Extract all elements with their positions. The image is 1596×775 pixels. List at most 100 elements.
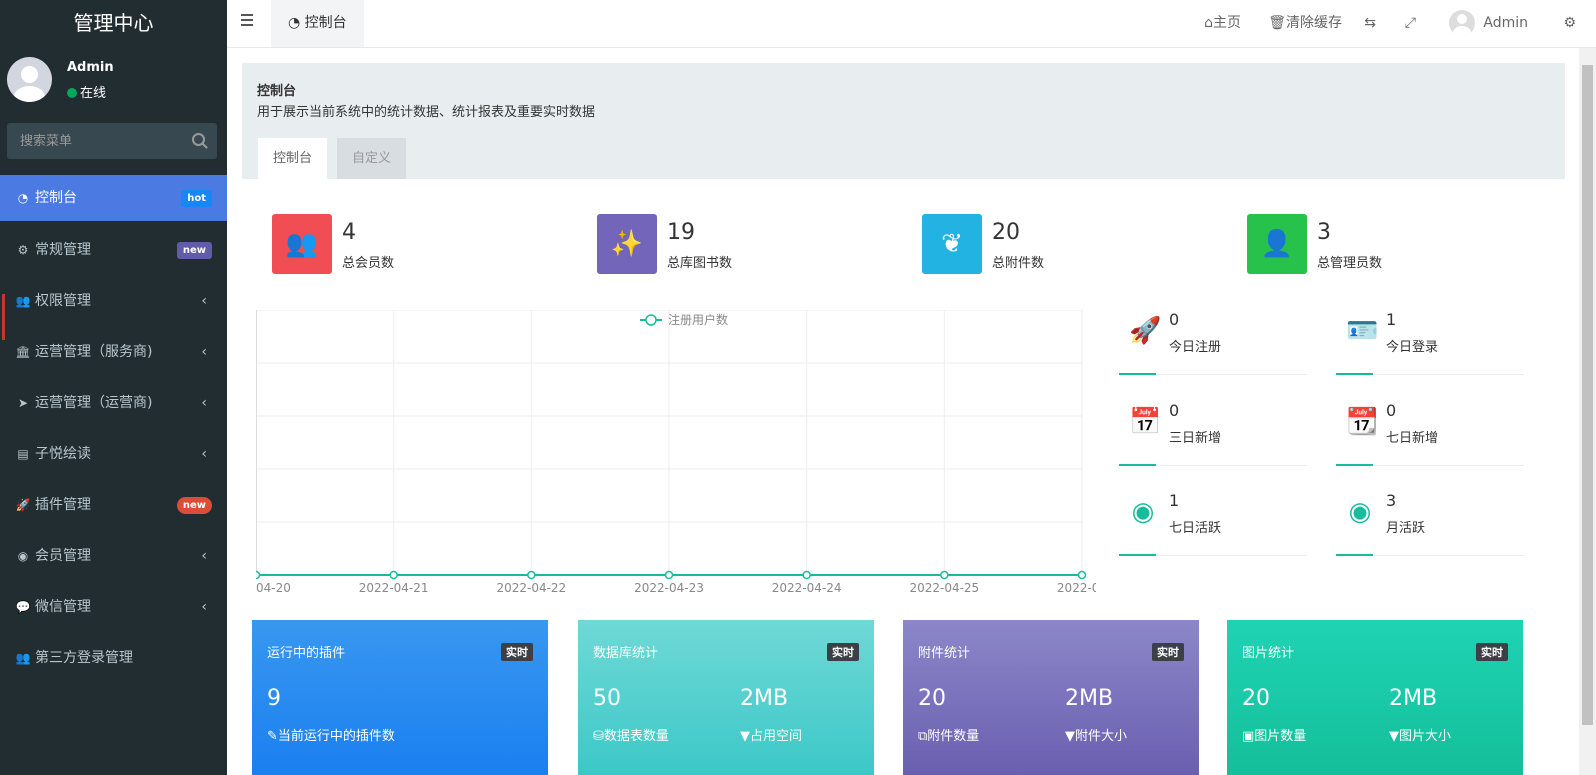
data-point — [940, 570, 949, 580]
sidebar: 管理中心 Admin 在线 ◔ 控制台 hot ⚙ 常规管理 new 👥 权限管理 ‹… — [0, 0, 227, 775]
scrollbar-thumb[interactable] — [1582, 65, 1593, 725]
card-label-text: 图片大小 — [1399, 729, 1452, 744]
brand-title[interactable]: 管理中心 — [73, 11, 154, 35]
card-value: 20 — [1242, 686, 1270, 711]
sidebar-item-dashboard[interactable]: ◔ 控制台 hot — [0, 175, 227, 221]
card-label-text: 当前运行中的插件数 — [277, 729, 395, 744]
user-menu[interactable]: Admin — [1449, 0, 1528, 46]
book-icon: ▤ — [17, 447, 29, 461]
home-icon: ⌂ — [1204, 15, 1213, 31]
card-value-size: 2MB — [740, 686, 789, 711]
main-content: 控制台 用于展示当前系统中的统计数据、统计报表及重要实时数据 控制台 自定义 👥… — [242, 63, 1565, 775]
sidebar-item-ops-operator[interactable]: ➤ 运营管理（运营商) ‹ — [0, 378, 227, 429]
sidebar-item-label: 运营管理（服务商) — [35, 344, 153, 360]
data-point — [256, 570, 261, 580]
fullscreen-icon[interactable]: ⤢ — [1404, 15, 1416, 31]
sidebar-item-label: 常规管理 — [35, 242, 91, 258]
search-input[interactable] — [7, 123, 180, 159]
user-panel: Admin 在线 — [7, 57, 227, 105]
dashboard-icon: ◔ — [288, 15, 305, 31]
card-title: 数据库统计 — [593, 646, 659, 661]
realtime-badge: 实时 — [501, 643, 533, 661]
mini-stat-label: 今日登录 — [1386, 340, 1439, 355]
search-icon[interactable] — [192, 133, 205, 146]
card-label-size: ▼图片大小 — [1389, 725, 1451, 744]
page-title: 控制台 — [257, 84, 297, 99]
mini-stat-value: 3 — [1386, 491, 1397, 510]
sidebar-item-ziyue[interactable]: ▤ 子悦绘读 ‹ — [0, 429, 227, 480]
legend-marker — [645, 314, 657, 326]
rocket-icon: 🚀 — [1129, 316, 1162, 346]
data-point — [802, 570, 811, 580]
menu-toggle-icon[interactable] — [241, 14, 253, 29]
sidebar-item-plugins[interactable]: 🚀 插件管理 new — [0, 480, 227, 531]
sidebar-item-third-party-login[interactable]: 👥 第三方登录管理 — [0, 633, 227, 684]
card-label: ⛁数据表数量 — [593, 725, 669, 744]
calendar-icon: 📅 — [1129, 407, 1162, 437]
vcard-icon: 🪪 — [1346, 316, 1379, 346]
stat-value: 3 — [1317, 220, 1331, 245]
tab-custom[interactable]: 自定义 — [337, 138, 407, 179]
card-label-text: 附件大小 — [1075, 729, 1128, 744]
sidebar-item-label: 权限管理 — [35, 293, 91, 309]
tab-label: 控制台 — [304, 15, 347, 31]
mini-stat-value: 1 — [1386, 310, 1397, 329]
card-label-text: 附件数量 — [927, 729, 980, 744]
stat-value: 19 — [667, 220, 695, 245]
trash-icon: 🗑 — [1268, 15, 1286, 31]
tab-dashboard[interactable]: ◔ 控制台 — [271, 0, 364, 47]
mini-stat-value: 0 — [1386, 401, 1397, 420]
card-label-text: 数据表数量 — [603, 729, 669, 744]
cogs-icon: ⚙ — [17, 243, 29, 257]
group-icon: 👥 — [15, 294, 31, 308]
card-database: 数据库统计 实时 50 ⛁数据表数量 2MB ▼占用空间 — [578, 620, 874, 775]
hot-badge: hot — [181, 190, 212, 207]
sidebar-item-general[interactable]: ⚙ 常规管理 new — [0, 225, 227, 276]
x-tick-label: 2022-04-24 — [772, 581, 842, 595]
home-link[interactable]: ⌂主页 — [1204, 0, 1241, 46]
card-value: 9 — [267, 686, 281, 711]
chevron-left-icon: ‹ — [201, 344, 207, 360]
clear-cache-button[interactable]: 🗑清除缓存 — [1268, 0, 1342, 46]
sidebar-item-auth[interactable]: 👥 权限管理 ‹ — [0, 276, 227, 327]
panel-heading: 控制台 用于展示当前系统中的统计数据、统计报表及重要实时数据 控制台 自定义 — [242, 63, 1565, 179]
card-title: 附件统计 — [918, 646, 971, 661]
menu-search — [7, 123, 217, 159]
sidebar-item-ops-provider[interactable]: 🏛 运营管理（服务商) ‹ — [0, 327, 227, 378]
card-label: ▣图片数量 — [1242, 725, 1306, 744]
mini-stat-value: 0 — [1169, 401, 1180, 420]
image-icon: ▣ — [1242, 729, 1255, 744]
realtime-badge: 实时 — [1476, 643, 1508, 661]
dashboard-icon: ◔ — [17, 191, 29, 205]
sidebar-item-members[interactable]: ◉ 会员管理 ‹ — [0, 531, 227, 582]
mini-stat-seven-day-active: ◉ 1 七日活跃 — [1119, 491, 1307, 556]
user-status-text: 在线 — [80, 86, 107, 101]
page-scrollbar[interactable] — [1579, 48, 1596, 775]
chevron-left-icon: ‹ — [201, 446, 207, 462]
mini-stat-today-login: 🪪 1 今日登录 — [1336, 310, 1524, 375]
sidebar-item-wechat[interactable]: 💬 微信管理 ‹ — [0, 582, 227, 633]
files-icon: ⧉ — [918, 729, 928, 744]
leaf-icon: ❦ — [922, 214, 982, 274]
tab-dashboard-panel[interactable]: 控制台 — [258, 138, 328, 179]
new-badge: new — [176, 497, 212, 514]
sidebar-item-label: 微信管理 — [35, 599, 91, 615]
mini-stat-label: 月活跃 — [1386, 521, 1426, 536]
stat-label: 总会员数 — [342, 256, 395, 271]
card-value-size: 2MB — [1389, 686, 1438, 711]
card-label-size: ▼占用空间 — [740, 725, 802, 744]
x-tick-label: 2022-04-22 — [496, 581, 566, 595]
filter-icon: ▼ — [740, 729, 750, 744]
realtime-badge: 实时 — [1152, 643, 1184, 661]
mini-stat-label: 七日活跃 — [1169, 521, 1222, 536]
user-circle-icon: ◉ — [17, 549, 29, 563]
settings-gear-icon[interactable]: ⚙ — [1563, 15, 1576, 31]
legend-label: 注册用户数 — [668, 312, 728, 327]
chevron-left-icon: ‹ — [201, 395, 207, 411]
translate-icon[interactable]: ⇆ — [1364, 15, 1376, 31]
stat-value: 20 — [992, 220, 1020, 245]
user-circle-icon: ◉ — [1131, 497, 1155, 527]
x-tick-label: 2022-04 — [1057, 581, 1096, 595]
user-status: 在线 — [67, 82, 106, 101]
registration-line-chart: 04-20 2022-04-21 2022-04-22 2022-04-23 2022-… — [256, 310, 1096, 595]
